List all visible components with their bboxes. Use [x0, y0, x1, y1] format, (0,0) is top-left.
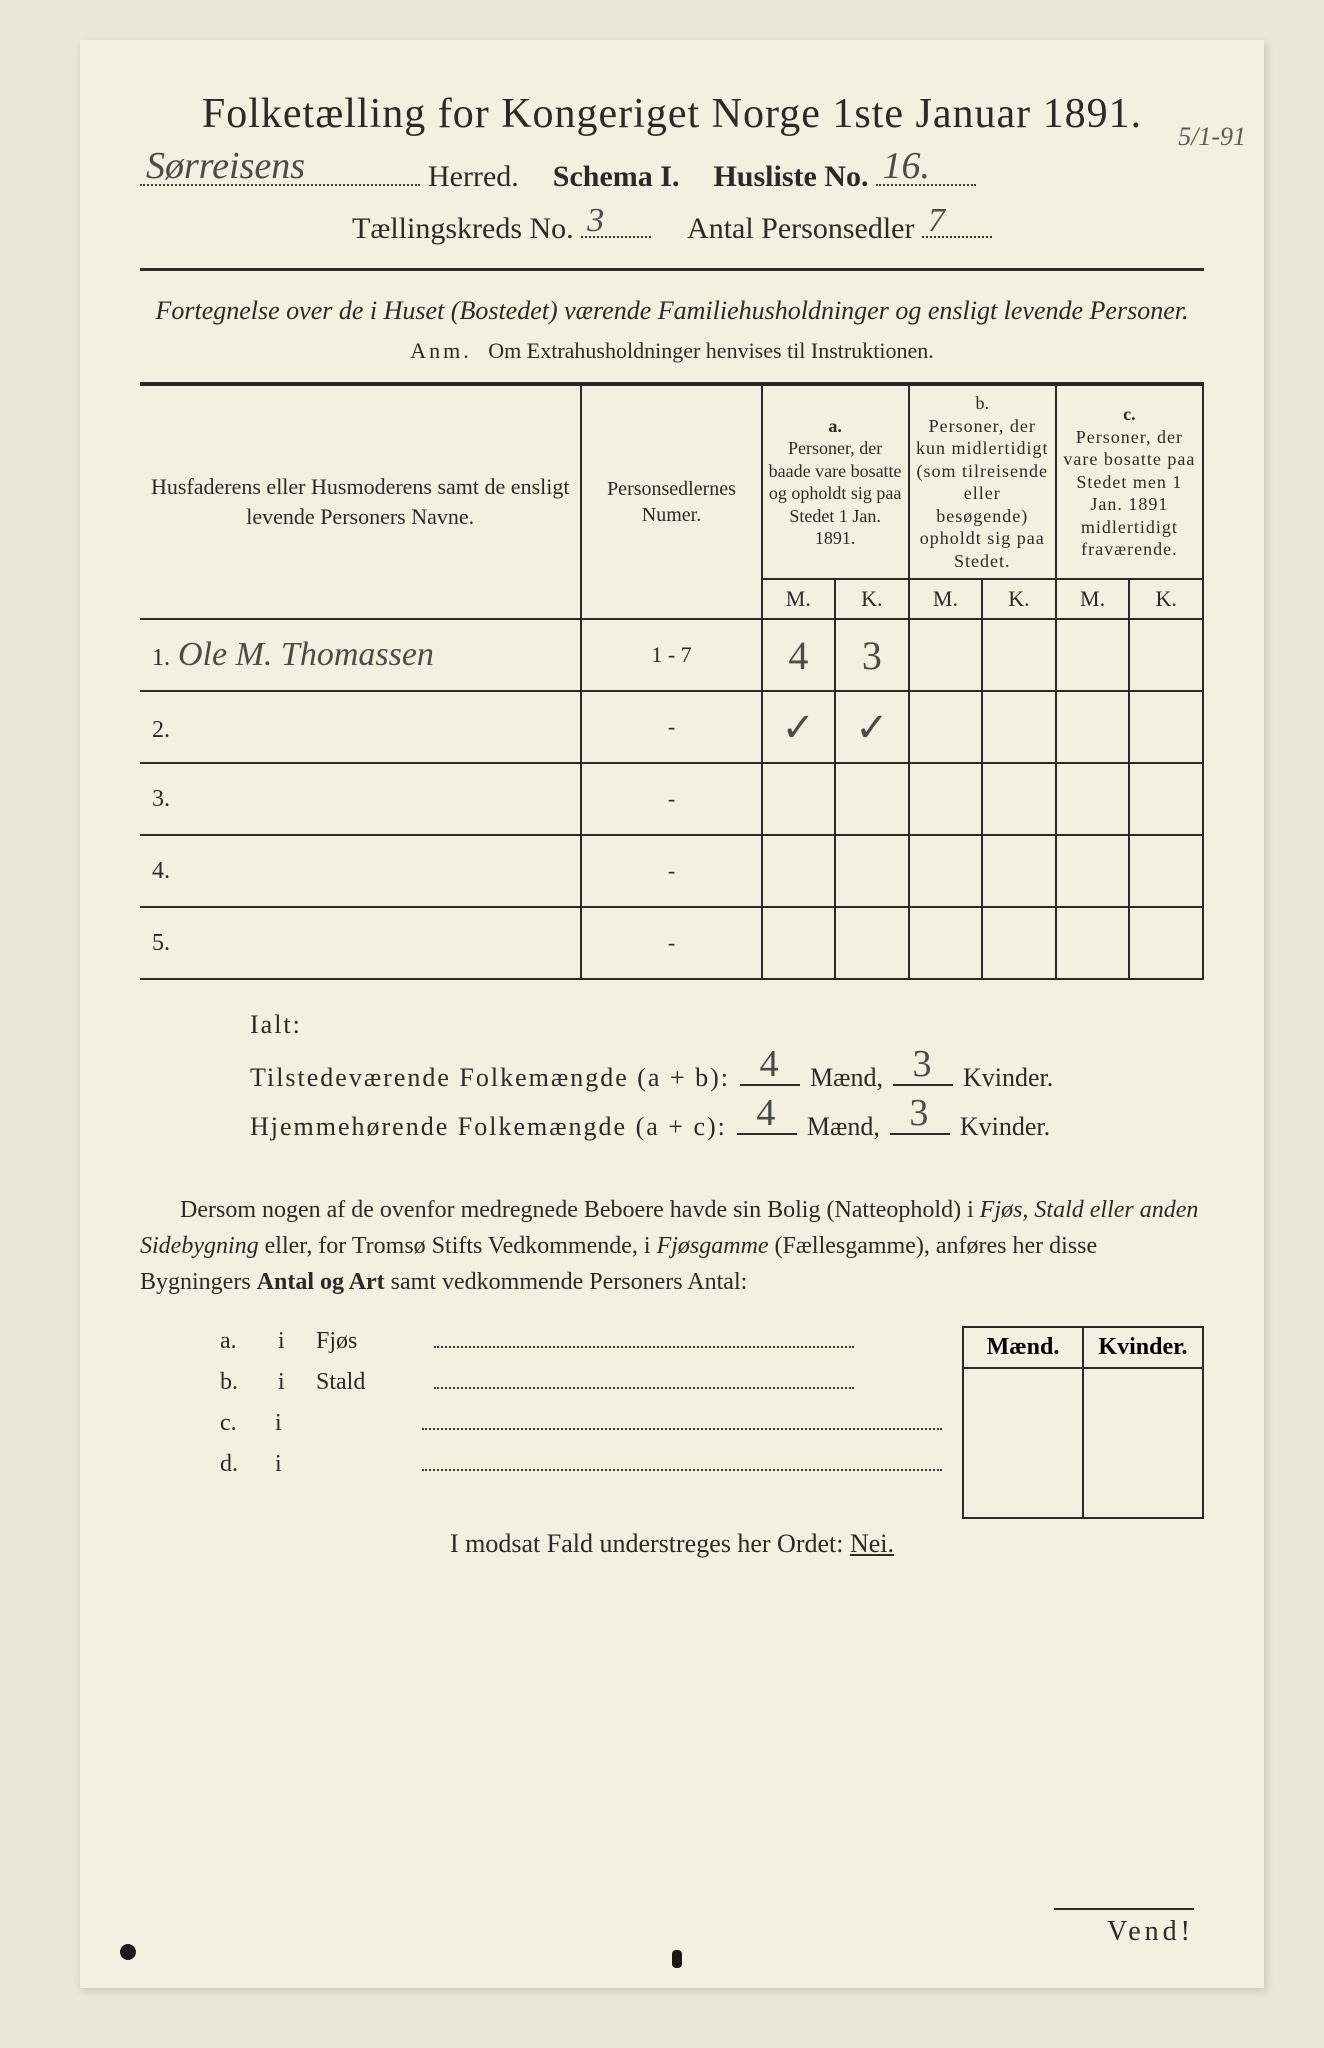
table-row: 3. - — [140, 763, 1203, 835]
corner-date: 5/1-91 — [1178, 122, 1246, 152]
main-table: Husfaderens eller Husmoderens samt de en… — [140, 384, 1204, 980]
ialt-block: Ialt: Tilstedeværende Folkemængde (a + b… — [250, 1010, 1204, 1142]
schema-label: Schema I. — [553, 160, 680, 194]
nei-word: Nei. — [850, 1529, 894, 1558]
col-b: b. Personer, der kun midlertidigt (som t… — [909, 385, 1056, 579]
col-b-m: M. — [909, 579, 983, 619]
anm-text: Om Extrahusholdninger henvises til Instr… — [488, 338, 933, 363]
col-a: a. Personer, der baade vare bosatte og o… — [762, 385, 909, 579]
kreds-handwritten: 3 — [587, 202, 604, 240]
abcd-row: d. i — [220, 1449, 942, 1478]
antal-field: 7 — [922, 208, 992, 238]
paragraph: Dersom nogen af de ovenfor medregnede Be… — [140, 1192, 1204, 1300]
table-row: 1.Ole M. Thomassen 1 - 7 4 3 — [140, 619, 1203, 691]
antal-handwritten: 7 — [928, 202, 945, 240]
husliste-handwritten: 16. — [882, 144, 930, 188]
table-row: 5. - — [140, 907, 1203, 979]
punch-hole — [672, 1950, 682, 1968]
ialt-title: Ialt: — [250, 1010, 1204, 1040]
page-title: Folketælling for Kongeriget Norge 1ste J… — [140, 90, 1204, 138]
antal-label: Antal Personsedler — [687, 212, 914, 245]
census-form-page: 5/1-91 Folketælling for Kongeriget Norge… — [80, 40, 1264, 1988]
herred-field: Sørreisens — [140, 156, 420, 186]
col-a-m: M. — [762, 579, 836, 619]
modsat-line: I modsat Fald understreges her Ordet: Ne… — [140, 1529, 1204, 1559]
vend-label: Vend! — [1054, 1908, 1194, 1948]
maend-kvinder-box: Mænd. Kvinder. — [962, 1326, 1204, 1519]
anm-label: Anm. — [410, 338, 472, 363]
header-line-2: Sørreisens Herred. Schema I. Husliste No… — [140, 156, 1204, 194]
col-a-k: K. — [835, 579, 909, 619]
subtitle: Fortegnelse over de i Huset (Bostedet) v… — [140, 293, 1204, 328]
punch-hole — [120, 1944, 136, 1960]
ialt-line-2: Hjemmehørende Folkemængde (a + c): 4 Mæn… — [250, 1103, 1204, 1142]
col-c-k: K. — [1129, 579, 1203, 619]
abcd-row: a. i Fjøs — [220, 1326, 942, 1355]
header-line-3: Tællingskreds No. 3 Antal Personsedler 7 — [140, 208, 1204, 246]
husliste-field: 16. — [876, 156, 976, 186]
kreds-label: Tællingskreds No. — [352, 212, 574, 245]
col-numer: Personsedlernes Numer. — [581, 385, 761, 619]
ialt-line-1: Tilstedeværende Folkemængde (a + b): 4 M… — [250, 1054, 1204, 1093]
table-row: 4. - — [140, 835, 1203, 907]
herred-label: Herred. — [428, 160, 519, 194]
mk-k: Kvinder. — [1083, 1327, 1203, 1368]
kreds-field: 3 — [581, 208, 651, 238]
abcd-row: b. i Stald — [220, 1367, 942, 1396]
col-c: c. Personer, der vare bosatte paa Stedet… — [1056, 385, 1203, 579]
herred-handwritten: Sørreisens — [146, 144, 305, 188]
col-b-k: K. — [982, 579, 1056, 619]
mk-m: Mænd. — [963, 1327, 1083, 1368]
table-row: 2. - ✓ ✓ — [140, 691, 1203, 763]
table-body: 1.Ole M. Thomassen 1 - 7 4 3 2. - ✓ ✓ — [140, 619, 1203, 979]
abcd-row: c. i — [220, 1408, 942, 1437]
col-c-m: M. — [1056, 579, 1130, 619]
col-names: Husfaderens eller Husmoderens samt de en… — [140, 385, 581, 619]
anm-line: Anm. Om Extrahusholdninger henvises til … — [140, 338, 1204, 364]
divider — [140, 268, 1204, 271]
husliste-label: Husliste No. — [713, 160, 868, 194]
